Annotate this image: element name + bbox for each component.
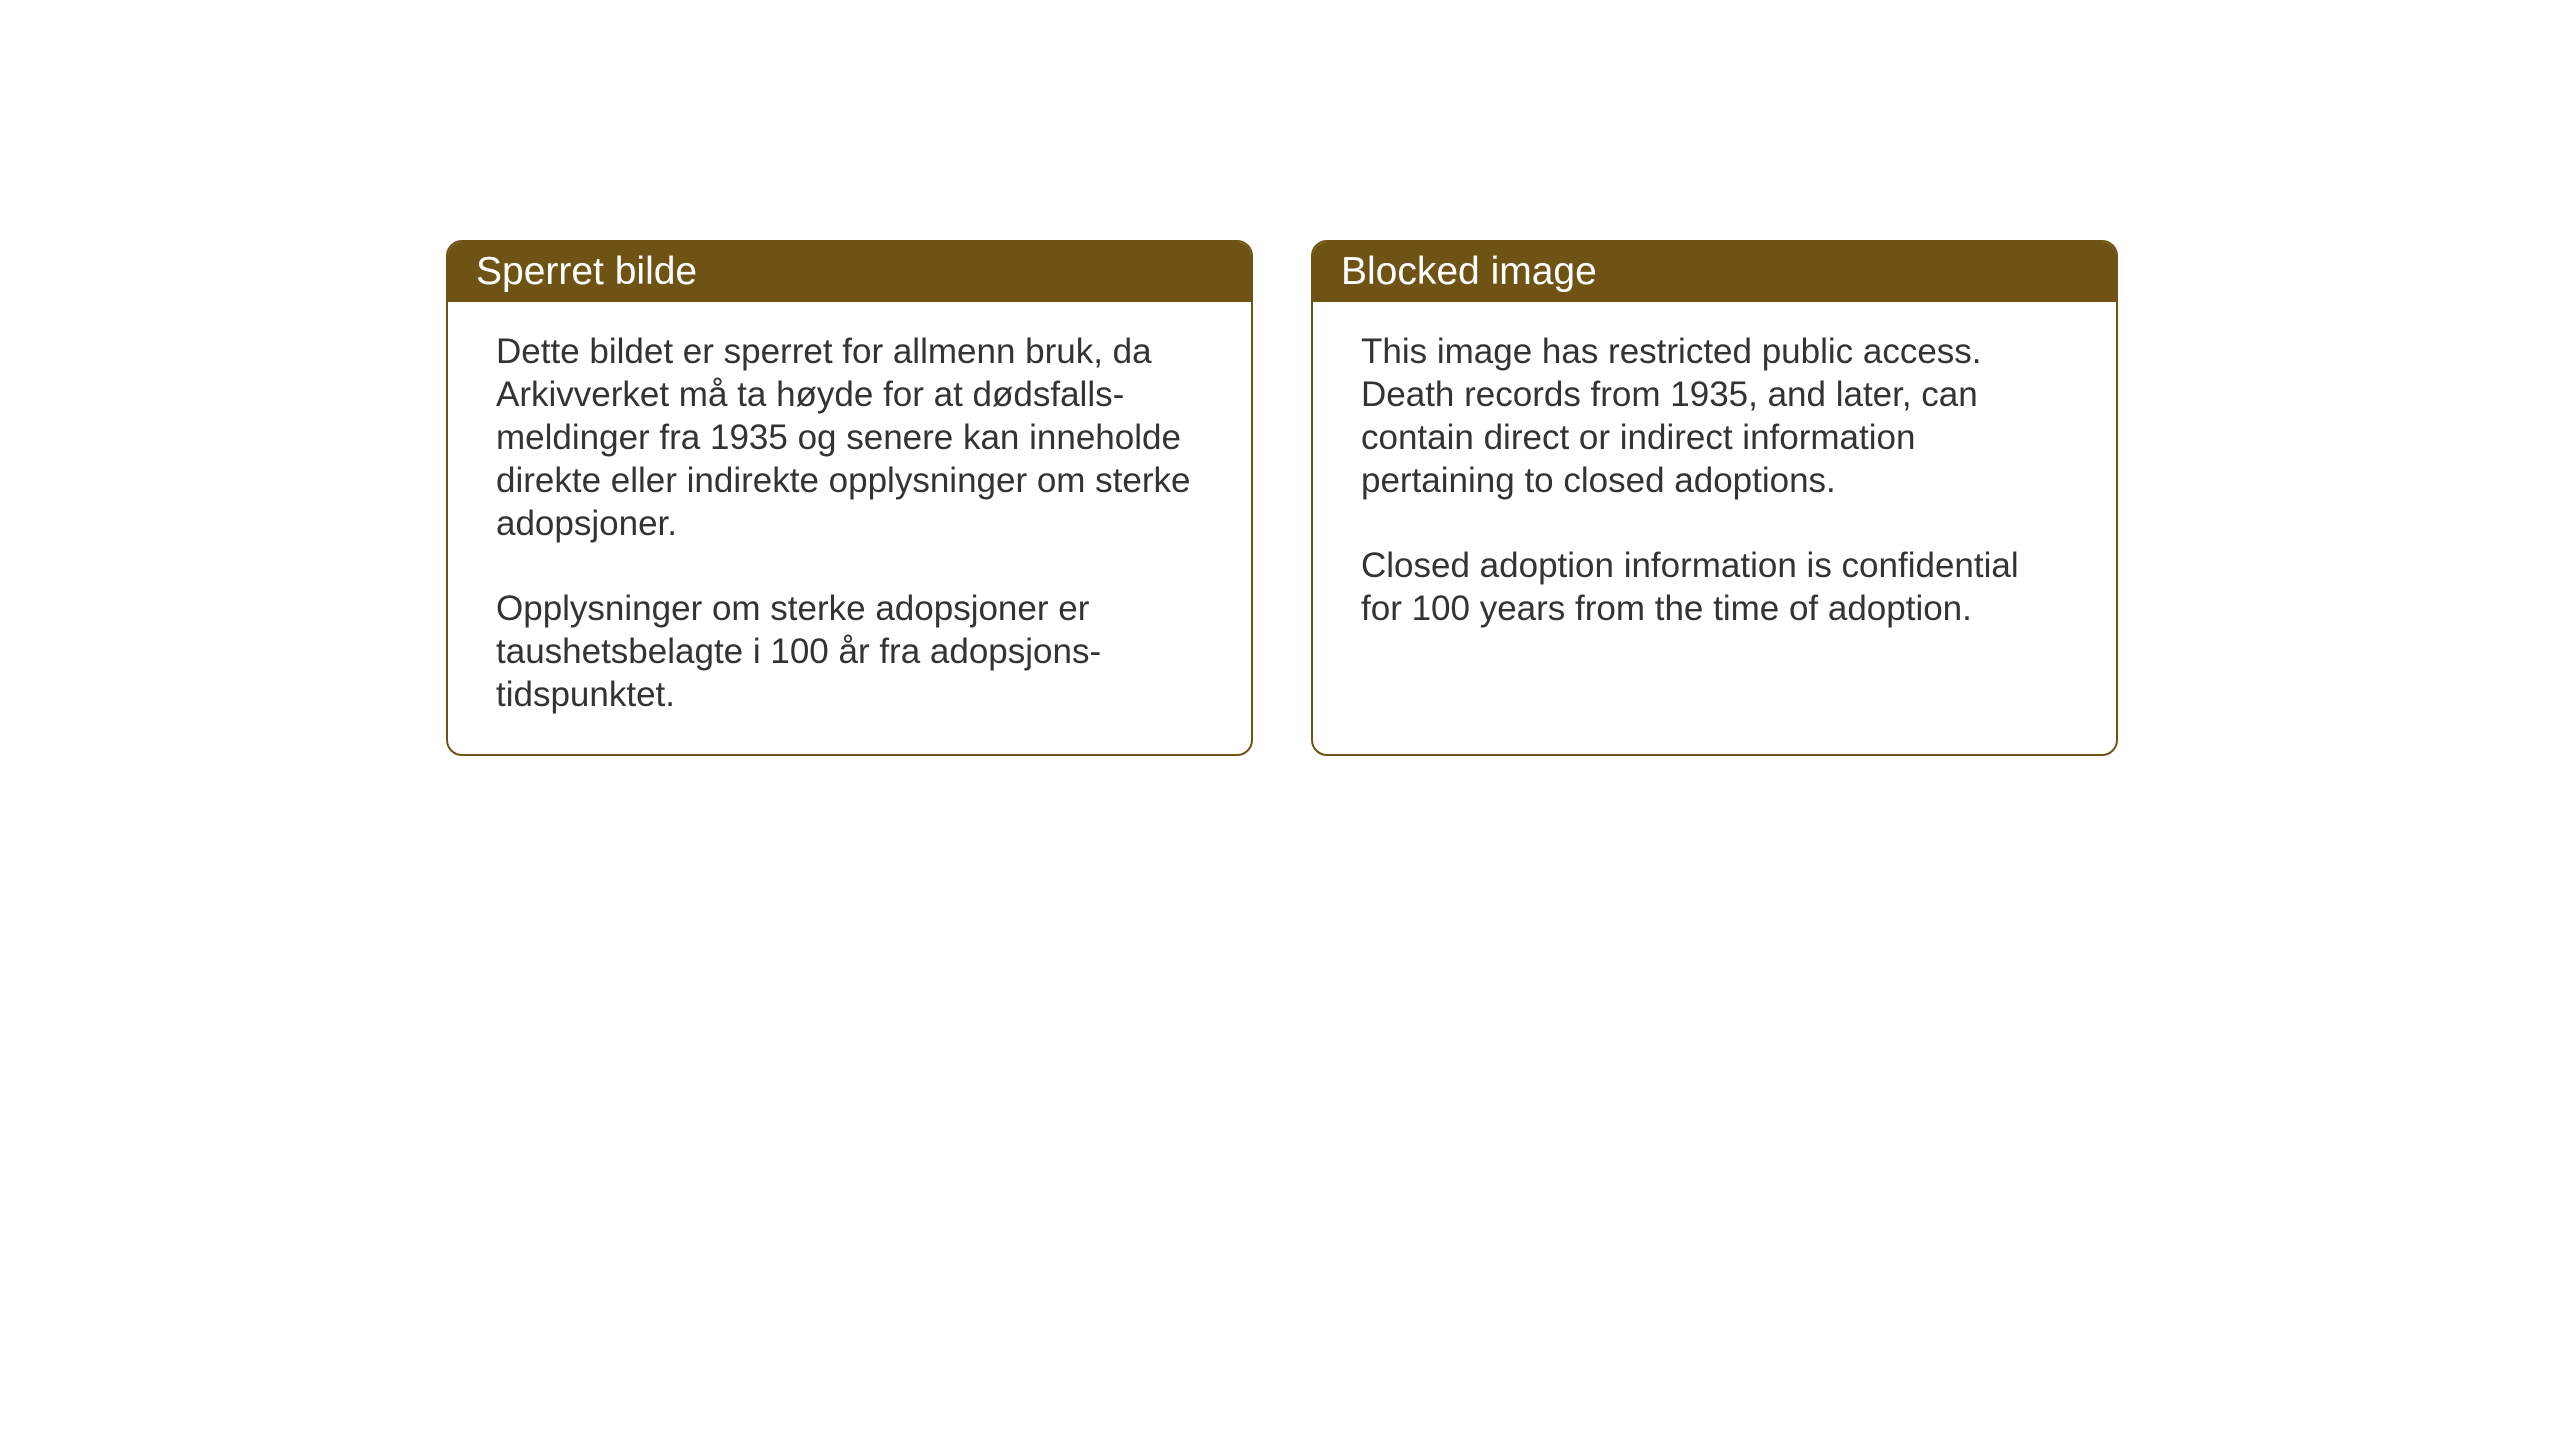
notice-paragraph-1-english: This image has restricted public access.…	[1361, 330, 2068, 502]
notice-header-english: Blocked image	[1313, 242, 2116, 302]
notice-body-english: This image has restricted public access.…	[1313, 302, 2116, 668]
notice-card-english: Blocked image This image has restricted …	[1311, 240, 2118, 756]
notice-title-norwegian: Sperret bilde	[476, 250, 697, 293]
notice-body-norwegian: Dette bildet er sperret for allmenn bruk…	[448, 302, 1251, 754]
notice-paragraph-1-norwegian: Dette bildet er sperret for allmenn bruk…	[496, 330, 1203, 545]
notice-container: Sperret bilde Dette bildet er sperret fo…	[446, 240, 2118, 756]
notice-title-english: Blocked image	[1341, 250, 1597, 293]
notice-paragraph-2-english: Closed adoption information is confident…	[1361, 544, 2068, 630]
notice-header-norwegian: Sperret bilde	[448, 242, 1251, 302]
notice-paragraph-2-norwegian: Opplysninger om sterke adopsjoner er tau…	[496, 587, 1203, 716]
notice-card-norwegian: Sperret bilde Dette bildet er sperret fo…	[446, 240, 1253, 756]
